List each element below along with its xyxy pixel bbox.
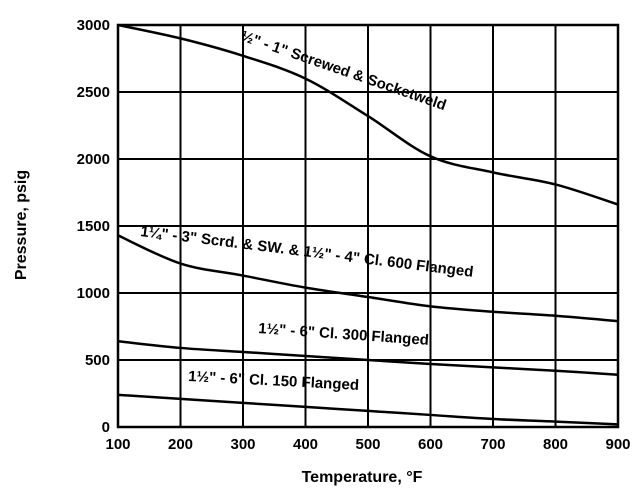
x-tick-label-800: 800 (543, 436, 568, 453)
x-tick-labels: 100 200 300 400 500 600 700 800 900 (105, 436, 630, 453)
x-tick-label-500: 500 (355, 436, 380, 453)
series-label-cl300: 1½" - 6" Cl. 300 Flanged (258, 320, 430, 349)
x-tick-label-100: 100 (105, 436, 130, 453)
curve-cl300 (117, 339, 619, 376)
y-axis-title: Pressure, psig (13, 170, 30, 280)
series-label-scrd-sw-cl600: 1¼" - 3" Scrd. & SW. & 1½" - 4" Cl. 600 … (140, 223, 475, 281)
y-tick-label-3000: 3000 (77, 17, 110, 34)
y-tick-label-2500: 2500 (77, 84, 110, 101)
x-tick-label-700: 700 (480, 436, 505, 453)
grid (116, 23, 620, 429)
x-tick-label-300: 300 (230, 436, 255, 453)
x-tick-label-900: 900 (605, 436, 630, 453)
y-tick-label-500: 500 (85, 352, 110, 369)
y-tick-labels: 0 500 1000 1500 2000 2500 3000 (77, 17, 110, 436)
y-tick-label-1500: 1500 (77, 218, 110, 235)
curve-screwed-socketweld (117, 23, 619, 206)
x-tick-label-200: 200 (168, 436, 193, 453)
x-tick-label-600: 600 (418, 436, 443, 453)
plot-frame (116, 23, 620, 429)
series-curves (117, 23, 619, 426)
series-label-cl150: 1½" - 6" Cl. 150 Flanged (188, 368, 360, 394)
x-axis-title: Temperature, °F (302, 469, 423, 486)
y-tick-label-0: 0 (102, 419, 110, 436)
curve-scrd-sw-cl600 (117, 234, 619, 323)
x-tick-label-400: 400 (293, 436, 318, 453)
y-tick-label-2000: 2000 (77, 151, 110, 168)
curve-cl150 (117, 393, 619, 426)
y-tick-label-1000: 1000 (77, 285, 110, 302)
